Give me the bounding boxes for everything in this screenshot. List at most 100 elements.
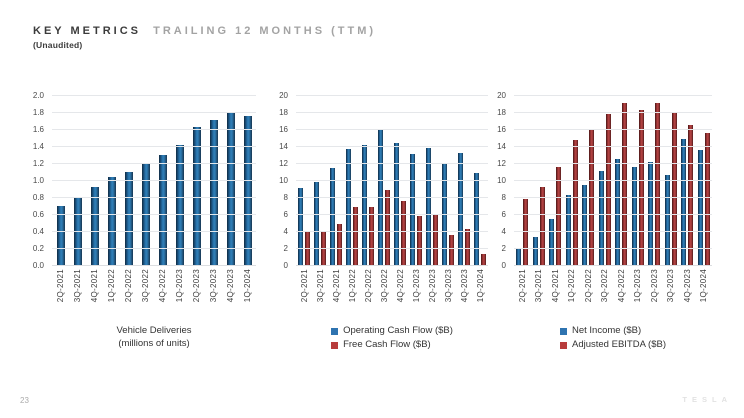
gridline bbox=[514, 265, 712, 266]
x-tick-label: 1Q-2024 bbox=[699, 269, 709, 303]
bar-group bbox=[531, 96, 548, 266]
x-axis-labels: 2Q-2021 3Q-2021 4Q-2021 1Q-2022 2Q-2022 3Q-20… bbox=[296, 269, 488, 315]
gridline bbox=[296, 129, 488, 130]
gridline bbox=[52, 163, 256, 164]
blue-bar bbox=[516, 248, 522, 266]
bar-group bbox=[456, 96, 472, 266]
cash-flow-chart: 0 2 4 6 8 10 12 14 16 18 20 2Q-2021 3Q-2021 4Q-2021 1… bbox=[268, 88, 490, 354]
bar-group bbox=[312, 96, 328, 266]
blue-bar bbox=[681, 138, 687, 266]
bar-group bbox=[514, 96, 531, 266]
bar-group bbox=[188, 96, 205, 266]
y-tick-label: 1.6 bbox=[32, 124, 44, 134]
bar-series bbox=[52, 96, 256, 266]
red-bar bbox=[417, 215, 422, 266]
bar-group bbox=[103, 96, 120, 266]
y-tick-label: 4 bbox=[283, 226, 288, 236]
gridline bbox=[296, 146, 488, 147]
legend-label: Free Cash Flow ($B) bbox=[343, 339, 431, 351]
gridline bbox=[52, 146, 256, 147]
gridline bbox=[514, 95, 712, 96]
chart-legend: Net Income ($B) Adjusted EBITDA ($B) bbox=[514, 324, 712, 354]
y-tick-label: 16 bbox=[497, 124, 506, 134]
blue-bar bbox=[124, 171, 133, 266]
legend-label: Adjusted EBITDA ($B) bbox=[572, 339, 666, 351]
y-axis: 0 2 4 6 8 10 12 14 16 18 20 bbox=[486, 91, 510, 269]
blue-bar bbox=[615, 158, 621, 266]
y-tick-label: 14 bbox=[497, 141, 506, 151]
x-tick-label: 3Q-2022 bbox=[141, 269, 150, 303]
x-tick-label: 3Q-2021 bbox=[315, 269, 325, 303]
y-tick-label: 0.2 bbox=[32, 243, 44, 253]
x-tick-label: 4Q-2022 bbox=[395, 269, 405, 303]
bar-group bbox=[392, 96, 408, 266]
gridline bbox=[514, 163, 712, 164]
red-bar bbox=[385, 190, 390, 266]
gridline bbox=[52, 248, 256, 249]
blue-bar bbox=[56, 205, 65, 266]
gridline bbox=[52, 214, 256, 215]
net-income-ebitda-chart: 0 2 4 6 8 10 12 14 16 18 20 2Q-2021 3Q-2021 4Q-2021 1… bbox=[486, 88, 714, 354]
x-tick-label: 3Q-2022 bbox=[600, 269, 610, 303]
gridline bbox=[296, 197, 488, 198]
gridline bbox=[514, 248, 712, 249]
gridline bbox=[296, 248, 488, 249]
red-bar bbox=[433, 214, 438, 266]
red-bar bbox=[353, 206, 358, 266]
red-bar bbox=[481, 254, 486, 266]
bar-group bbox=[547, 96, 564, 266]
bar-group bbox=[440, 96, 456, 266]
blue-bar bbox=[474, 172, 479, 266]
x-tick-label: 2Q-2023 bbox=[427, 269, 437, 303]
bar-group bbox=[564, 96, 581, 266]
bar-series bbox=[514, 96, 712, 266]
legend-swatch-blue bbox=[331, 327, 339, 335]
page-number: 23 bbox=[20, 396, 29, 405]
gridline bbox=[514, 129, 712, 130]
legend-item: Free Cash Flow ($B) bbox=[331, 338, 453, 352]
x-tick-label: 1Q-2022 bbox=[107, 269, 116, 303]
x-tick-label: 2Q-2022 bbox=[124, 269, 133, 303]
page-title-secondary-text: TRAILING 12 MONTHS (TTM) bbox=[153, 25, 377, 37]
gridline bbox=[514, 197, 712, 198]
x-tick-label: 2Q-2023 bbox=[649, 269, 659, 303]
legend-label: Operating Cash Flow ($B) bbox=[343, 325, 453, 336]
y-tick-label: 10 bbox=[279, 175, 288, 185]
bar-group bbox=[171, 96, 188, 266]
red-bar bbox=[704, 132, 710, 266]
x-tick-label: 2Q-2021 bbox=[56, 269, 65, 303]
x-tick-label: 3Q-2023 bbox=[443, 269, 453, 303]
bar-group bbox=[646, 96, 663, 266]
y-tick-label: 1.0 bbox=[32, 175, 44, 185]
y-tick-label: 20 bbox=[497, 90, 506, 100]
bar-group bbox=[580, 96, 597, 266]
gridline bbox=[52, 265, 256, 266]
bar-group bbox=[696, 96, 713, 266]
bar-group bbox=[154, 96, 171, 266]
bar-group bbox=[613, 96, 630, 266]
blue-bar bbox=[362, 145, 367, 266]
vehicle-deliveries-chart: 0.0 0.2 0.4 0.6 0.8 1.0 1.2 1.4 1.6 1.8 2.0 2Q-202… bbox=[24, 88, 258, 351]
y-tick-label: 0.4 bbox=[32, 226, 44, 236]
x-tick-label: 1Q-2023 bbox=[633, 269, 643, 303]
plot-area bbox=[514, 95, 712, 266]
blue-bar bbox=[532, 237, 538, 266]
y-tick-label: 4 bbox=[501, 226, 506, 236]
red-bar bbox=[688, 124, 694, 266]
slide-header: KEY METRICS TRAILING 12 MONTHS (TTM) (Un… bbox=[33, 25, 376, 50]
bar-group bbox=[222, 96, 239, 266]
gridline bbox=[296, 112, 488, 113]
y-tick-label: 2 bbox=[501, 243, 506, 253]
y-tick-label: 1.8 bbox=[32, 107, 44, 117]
y-tick-label: 10 bbox=[497, 175, 506, 185]
legend-item: Adjusted EBITDA ($B) bbox=[560, 338, 666, 352]
gridline bbox=[514, 146, 712, 147]
gridline bbox=[52, 95, 256, 96]
blue-bar bbox=[346, 148, 351, 266]
gridline bbox=[296, 180, 488, 181]
blue-bar bbox=[107, 176, 116, 266]
x-tick-label: 2Q-2022 bbox=[583, 269, 593, 303]
x-tick-label: 4Q-2021 bbox=[550, 269, 560, 303]
red-bar bbox=[523, 198, 529, 266]
y-tick-label: 8 bbox=[501, 192, 506, 202]
